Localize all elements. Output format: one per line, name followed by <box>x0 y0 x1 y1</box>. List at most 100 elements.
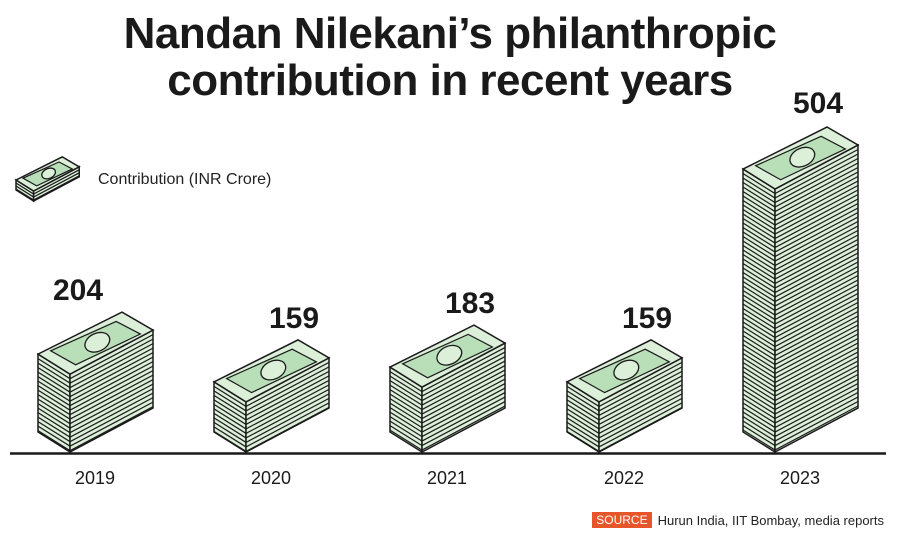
bill-layer-line <box>37 347 154 393</box>
bill-layer-line <box>389 351 506 397</box>
bill-layer-line <box>742 248 859 294</box>
bill-layer-line <box>742 378 859 424</box>
money-stack-bar <box>741 126 860 454</box>
bill-layer-line <box>389 374 506 420</box>
bill-layer-line <box>15 175 80 201</box>
bill-layer-line <box>742 261 859 307</box>
bill-layer-line <box>389 347 506 393</box>
bill-layer-line <box>742 189 859 235</box>
bill-layer-line <box>742 243 859 289</box>
bill-layer-line <box>742 225 859 271</box>
bill-layer-line <box>566 406 683 453</box>
bill-layer-line <box>566 384 683 430</box>
bill-layer-line <box>742 401 859 447</box>
source-text: Hurun India, IIT Bombay, media reports <box>657 512 884 528</box>
bill-layer-line <box>742 266 859 312</box>
bill-portrait <box>436 344 463 366</box>
bill-layer-line <box>37 383 154 429</box>
bill-layer-line <box>742 153 859 199</box>
bill-layer-line <box>213 388 330 435</box>
bill-layer-line <box>213 379 330 426</box>
bill-layer-line <box>742 171 859 217</box>
bill-layer-line <box>742 230 859 276</box>
x-tick-label: 2022 <box>604 468 644 488</box>
bill-layer-line <box>389 365 506 411</box>
bill-layer-line <box>213 375 330 421</box>
value-label: 159 <box>269 302 319 335</box>
value-label: 159 <box>622 302 672 335</box>
bill-portrait <box>260 359 287 381</box>
x-tick-label: 2020 <box>251 468 291 488</box>
bill-layer-line <box>742 162 859 208</box>
bill-layer-line <box>742 212 859 258</box>
bill-layer-line <box>37 374 154 420</box>
bill-layer-line <box>213 402 330 448</box>
x-tick-label: 2021 <box>427 468 467 488</box>
bill-layer-line <box>742 216 859 262</box>
source-tag: SOURCE <box>592 512 652 528</box>
bill-layer-line <box>742 297 859 343</box>
bill-layer-line <box>742 158 859 204</box>
bill-layer-line <box>15 169 80 195</box>
bill-layer-line <box>742 270 859 316</box>
bill-layer-line <box>742 392 859 438</box>
bill-layer-line <box>213 370 330 417</box>
bill-layer-line <box>566 379 683 426</box>
legend-money-stack <box>14 156 81 203</box>
bill-layer-line <box>213 397 330 444</box>
bill-layer-line <box>742 252 859 298</box>
bill-layer-line <box>742 315 859 361</box>
bill-layer-line <box>742 239 859 285</box>
bill-layer-line <box>37 401 154 447</box>
money-stack-bar <box>36 311 155 454</box>
bill-layer-line <box>566 388 683 435</box>
bill-layer-line <box>742 369 859 415</box>
bill-layer-line <box>15 172 80 198</box>
bill-layer-line <box>37 379 154 425</box>
bill-layer-line <box>37 397 154 443</box>
bill-layer-line <box>742 347 859 393</box>
bill-layer-line <box>742 329 859 375</box>
source-note: SOURCE Hurun India, IIT Bombay, media re… <box>592 512 884 528</box>
x-tick-label: 2019 <box>75 468 115 488</box>
bill-layer-line <box>742 194 859 240</box>
chart-title: Nandan Nilekani’s philanthropic contribu… <box>123 9 777 105</box>
bill-layer-line <box>566 361 683 408</box>
bill-layer-line <box>389 360 506 406</box>
bill-layer-line <box>742 324 859 370</box>
bill-layer-line <box>742 149 859 195</box>
bill-layer-line <box>37 370 154 416</box>
bill-layer-line <box>742 198 859 244</box>
value-label: 504 <box>793 87 843 120</box>
money-stack-bar <box>388 324 507 454</box>
bill-layer-line <box>742 176 859 222</box>
bill-layer-line <box>742 387 859 433</box>
bill-layer-line <box>566 402 683 448</box>
bill-portrait <box>41 167 57 180</box>
bill-layer-line <box>389 405 506 451</box>
bill-layer-line <box>742 284 859 330</box>
money-stack-bar <box>565 339 684 454</box>
bill-layer-line <box>37 361 154 407</box>
bill-layer-line <box>742 405 859 451</box>
bill-layer-line <box>37 406 154 452</box>
bill-layer-line <box>742 180 859 226</box>
money-stack-bar <box>212 339 331 454</box>
bill-layer-line <box>37 365 154 411</box>
bill-layer-line <box>742 221 859 267</box>
bill-layer-line <box>389 369 506 415</box>
bill-layer-line <box>742 396 859 442</box>
bill-layer-line <box>389 396 506 442</box>
bill-portrait <box>84 331 111 353</box>
bill-layer-line <box>37 352 154 398</box>
x-tick-label: 2023 <box>780 468 820 488</box>
value-label: 204 <box>53 274 103 307</box>
bill-layer-line <box>566 375 683 421</box>
bill-portrait <box>789 146 816 168</box>
bill-layer-line <box>389 392 506 438</box>
bill-layer-line <box>37 356 154 402</box>
bill-layer-line <box>742 293 859 339</box>
bill-layer-line <box>213 393 330 439</box>
bill-layer-line <box>742 356 859 402</box>
